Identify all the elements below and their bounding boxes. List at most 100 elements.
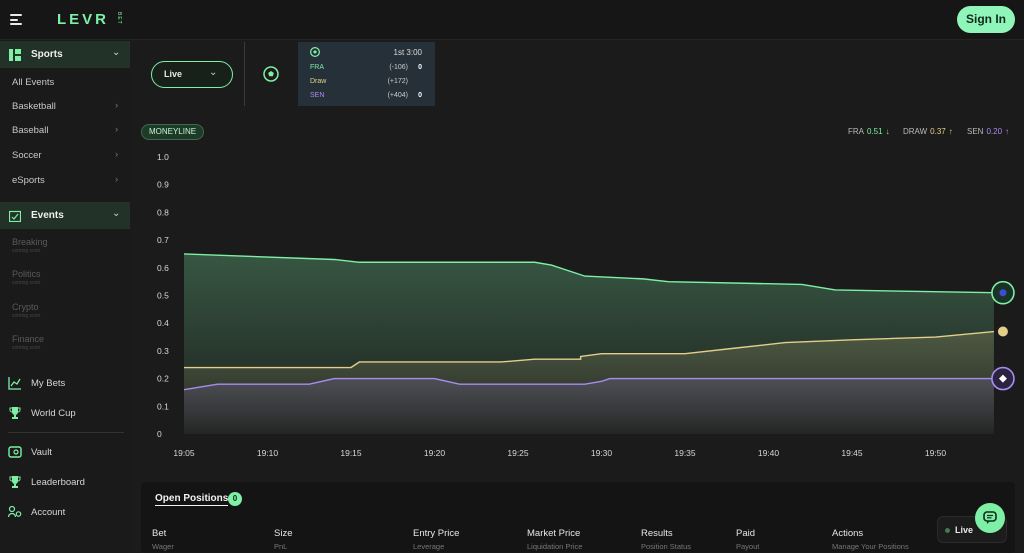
column-header: Actions Manage Your Positions: [832, 528, 909, 551]
column-title: Paid: [736, 528, 756, 539]
fra-end-dot: [999, 289, 1007, 297]
legend-name: FRA: [848, 127, 864, 136]
y-tick-label: 1.0: [157, 152, 169, 162]
column-header: Entry Price Leverage: [413, 528, 459, 551]
series-area-sen: [184, 378, 994, 434]
x-tick-label: 19:50: [925, 448, 947, 458]
sidebar-item-label: Account: [31, 507, 66, 518]
sidebar-section-events[interactable]: Events ⌄: [0, 202, 130, 229]
series-line-draw: [184, 330, 995, 369]
team-name: SEN: [310, 92, 325, 99]
logo-sub: BET: [116, 12, 122, 25]
team-odds: (-106): [389, 64, 408, 71]
sidebar-item-label: Vault: [31, 447, 52, 458]
sidebar-divider: [8, 432, 124, 433]
x-tick-label: 19:05: [173, 448, 195, 458]
positions-count-badge: 0: [228, 492, 242, 506]
chevron-down-icon: ⌄: [112, 208, 121, 219]
top-bar: LEVR BET Sign In: [0, 0, 1024, 40]
open-positions-tab[interactable]: Open Positions: [155, 493, 229, 506]
column-subtitle: Wager: [152, 542, 174, 551]
column-title: Results: [641, 528, 673, 539]
x-tick-label: 19:25: [507, 448, 529, 458]
y-tick-label: 0.9: [157, 180, 169, 190]
price-chart: 1.0 0.9 0.8 0.7 0.6 0.5 0.4 0.3 0.2 0.1 0 19:05 19:1…: [157, 152, 1015, 458]
column-subtitle: PnL: [274, 542, 288, 551]
soccer-ball-icon: [263, 66, 279, 82]
coming-soon-label: coming soon: [12, 313, 41, 319]
sidebar-item-label: Finance: [12, 334, 45, 344]
coming-soon-label: coming soon: [12, 248, 41, 254]
column-header: Market Price Liquidation Price: [527, 528, 582, 551]
soccer-ball-icon: [310, 47, 320, 57]
sidebar-item-label: Breaking: [12, 237, 48, 247]
x-tick-label: 19:30: [591, 448, 613, 458]
sidebar: Sports ⌄ All Events Basketball › Baseball › S…: [0, 40, 130, 553]
sidebar-item-all-events[interactable]: All Events: [12, 77, 55, 88]
sidebar-item-crypto: Crypto coming soon: [12, 302, 40, 319]
legend-arrow: ↑: [1005, 127, 1010, 136]
column-header: Paid Payout: [736, 528, 759, 551]
chevron-down-icon: ⌄: [112, 47, 121, 58]
legend-value: 0.51: [867, 127, 883, 136]
column-title: Size: [274, 528, 293, 539]
team-row: Draw (+172): [310, 78, 422, 88]
sidebar-section-label: Events: [31, 210, 64, 221]
menu-icon[interactable]: [10, 14, 22, 25]
chat-button[interactable]: [975, 503, 1005, 533]
column-subtitle: Position Status: [641, 542, 692, 551]
trophy-icon: [8, 475, 22, 489]
sidebar-item-politics: Politics coming soon: [12, 269, 41, 286]
team-row: FRA (-106) 0: [310, 64, 422, 74]
live-filter-select[interactable]: Live ⌄: [151, 61, 233, 88]
y-tick-label: 0.4: [157, 318, 169, 328]
account-icon: [7, 505, 22, 519]
y-tick-label: 0.1: [157, 401, 169, 411]
team-name: FRA: [310, 64, 324, 71]
x-tick-label: 19:35: [674, 448, 696, 458]
draw-end-marker: [997, 326, 1008, 337]
column-header: Results Position Status: [641, 528, 691, 551]
column-subtitle: Liquidation Price: [527, 542, 583, 551]
scoreboard: 1st 3:00 FRA (-106) 0 Draw (+172) SEN (+404) 0: [298, 42, 435, 106]
chat-icon: [983, 511, 997, 524]
sign-in-button[interactable]: Sign In: [957, 6, 1015, 33]
sidebar-item-label: Politics: [12, 269, 41, 279]
sidebar-item-label: My Bets: [31, 378, 66, 389]
x-tick-label: 19:10: [257, 448, 279, 458]
y-tick-label: 0.7: [157, 235, 169, 245]
moneyline-tab[interactable]: MONEYLINE: [141, 124, 204, 140]
legend-name: DRAW: [903, 127, 928, 136]
sidebar-item-esports[interactable]: eSports: [12, 175, 45, 186]
y-tick-label: 0.3: [157, 346, 169, 356]
sports-icon: [9, 49, 21, 61]
team-score: 0: [418, 92, 422, 99]
legend-value: 0.37: [930, 127, 946, 136]
column-subtitle: Payout: [736, 542, 760, 551]
sidebar-item-basketball[interactable]: Basketball: [12, 101, 56, 112]
sidebar-section-sports[interactable]: Sports ⌄: [0, 41, 130, 68]
status-dot: [945, 528, 950, 533]
column-title: Entry Price: [413, 528, 460, 539]
column-subtitle: Leverage: [413, 542, 445, 551]
legend-arrow: ↑: [948, 127, 953, 136]
sidebar-item-baseball[interactable]: Baseball: [12, 125, 49, 136]
logo[interactable]: LEVR: [57, 11, 110, 28]
chevron-down-icon: ⌄: [209, 67, 218, 78]
chart-icon: [8, 376, 22, 390]
y-tick-label: 0: [157, 429, 162, 439]
legend-item-sen: SEN 0.20 ↑: [967, 127, 1009, 136]
team-odds: (+172): [387, 78, 408, 85]
live-label: Live: [955, 525, 974, 535]
chevron-right-icon: ›: [115, 149, 119, 160]
legend-item-fra: FRA 0.51 ↓: [848, 127, 890, 136]
coming-soon-label: coming soon: [12, 345, 41, 351]
column-title: Bet: [152, 528, 167, 539]
chevron-right-icon: ›: [115, 124, 119, 135]
y-tick-label: 0.8: [157, 207, 169, 217]
column-header: Size PnL: [274, 528, 292, 551]
divider: [244, 42, 245, 106]
sidebar-item-label: Leaderboard: [31, 477, 85, 488]
calendar-icon: [9, 210, 21, 222]
sidebar-item-soccer[interactable]: Soccer: [12, 150, 42, 161]
